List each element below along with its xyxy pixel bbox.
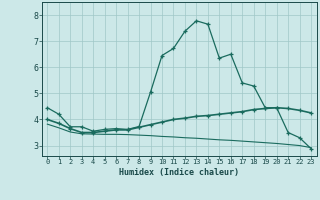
X-axis label: Humidex (Indice chaleur): Humidex (Indice chaleur) xyxy=(119,168,239,177)
